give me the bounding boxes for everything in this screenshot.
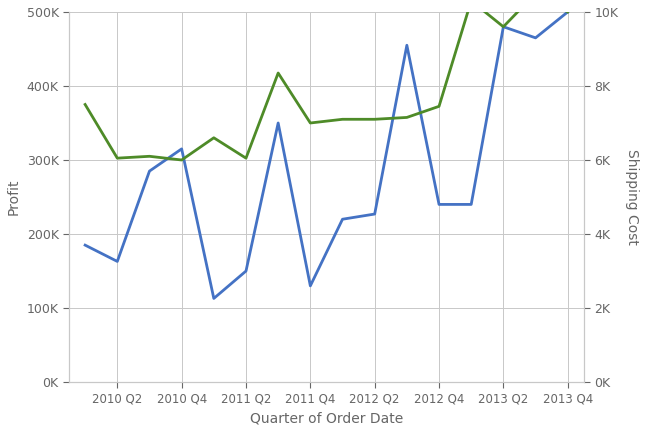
Y-axis label: Shipping Cost: Shipping Cost <box>625 149 639 245</box>
X-axis label: Quarter of Order Date: Quarter of Order Date <box>250 411 403 425</box>
Y-axis label: Profit: Profit <box>7 179 21 215</box>
